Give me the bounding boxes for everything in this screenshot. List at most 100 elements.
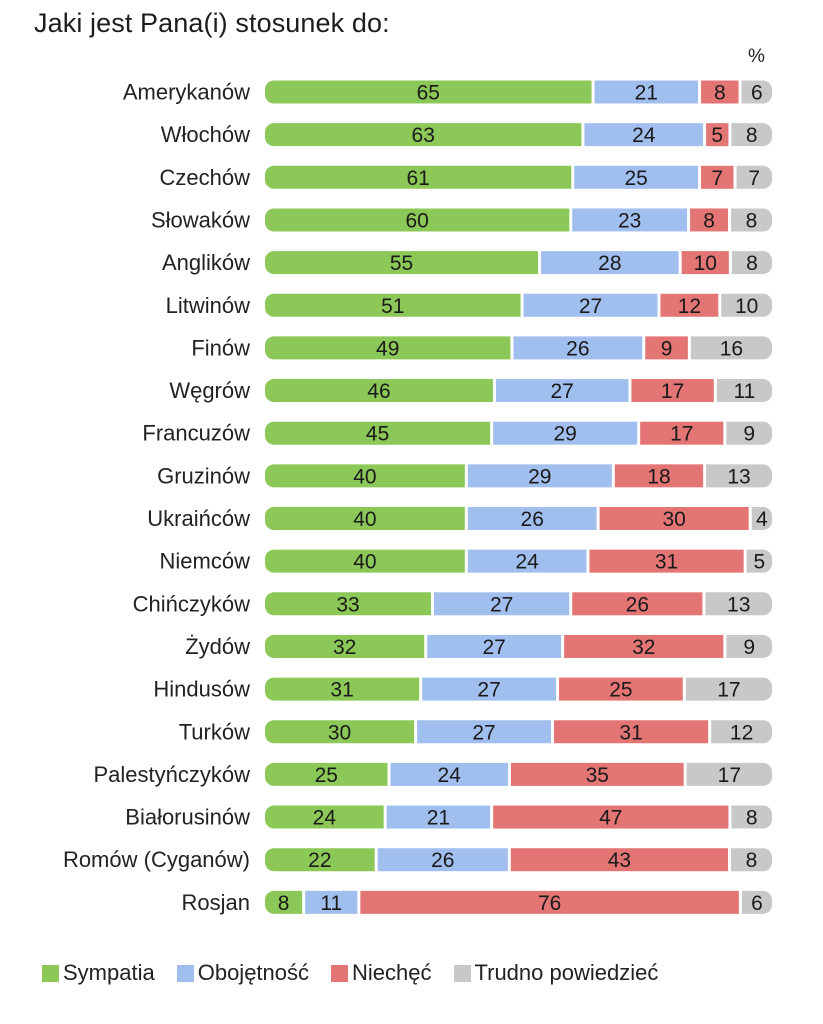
- data-label: 26: [566, 337, 589, 360]
- bar-segment-niechec: [706, 123, 729, 147]
- bar-segment-obojetnosc: [386, 805, 491, 829]
- data-label: 9: [743, 423, 755, 446]
- data-label: 25: [315, 764, 338, 787]
- data-label: 43: [608, 849, 631, 872]
- bar-segment-niechec: [660, 293, 719, 317]
- data-label: 40: [353, 551, 376, 574]
- category-label: Amerykanów: [123, 80, 250, 105]
- bar-segment-obojetnosc: [377, 848, 508, 872]
- bar-segment-niechec: [701, 165, 734, 189]
- data-label: 13: [727, 593, 750, 616]
- category-label: Czechów: [160, 165, 251, 190]
- data-label: 8: [746, 807, 758, 830]
- bar-segment-trudno-powiedziec: [721, 293, 772, 317]
- legend-item-sympatia: Sympatia: [42, 960, 155, 986]
- bar-segment-sympatia: [265, 336, 511, 360]
- bar-segment-sympatia: [265, 208, 570, 232]
- data-label: 26: [431, 849, 454, 872]
- data-label: 9: [661, 337, 673, 360]
- category-label: Litwinów: [166, 293, 250, 318]
- unit-label: %: [748, 46, 765, 67]
- bar-segment-sympatia: [265, 464, 465, 488]
- data-label: 7: [711, 167, 723, 190]
- category-label: Romów (Cyganów): [63, 847, 250, 872]
- data-label: 4: [756, 508, 768, 531]
- bar-segment-trudno-powiedziec: [731, 848, 772, 872]
- bar-segment-obojetnosc: [493, 421, 638, 445]
- data-label: 8: [746, 124, 758, 147]
- bar-segment-sympatia: [265, 507, 465, 530]
- bar-segment-sympatia: [265, 379, 493, 403]
- data-label: 29: [528, 465, 551, 488]
- category-label: Anglików: [162, 250, 250, 275]
- category-label: Hindusów: [153, 677, 250, 702]
- data-label: 12: [678, 295, 701, 318]
- data-label: 8: [278, 892, 290, 915]
- bar-segment-trudno-powiedziec: [731, 123, 772, 147]
- data-label: 49: [376, 337, 399, 360]
- bar-segment-sympatia: [265, 80, 592, 104]
- bar-segment-obojetnosc: [541, 251, 679, 275]
- data-label: 40: [353, 508, 376, 531]
- bar-segment-sympatia: [265, 634, 425, 658]
- bar-segment-sympatia: [265, 123, 582, 147]
- data-label: 45: [366, 423, 389, 446]
- bar-segment-trudno-powiedziec: [726, 421, 772, 445]
- data-label: 5: [753, 551, 765, 574]
- data-label: 27: [483, 636, 506, 659]
- data-label: 40: [353, 465, 376, 488]
- category-label: Turków: [179, 719, 250, 744]
- data-label: 11: [733, 380, 755, 403]
- data-label: 35: [586, 764, 609, 787]
- category-label: Białorusinów: [125, 805, 250, 830]
- data-label: 51: [381, 295, 404, 318]
- bar-segment-niechec: [631, 379, 714, 403]
- data-label: 12: [730, 721, 753, 744]
- bar-segment-sympatia: [265, 421, 491, 445]
- legend-label: Niechęć: [352, 960, 432, 985]
- bar-segment-obojetnosc: [594, 80, 699, 104]
- category-label: Palestyńczyków: [93, 762, 250, 787]
- category-label: Węgrów: [169, 378, 250, 403]
- legend-label: Sympatia: [63, 960, 155, 985]
- data-label: 31: [655, 551, 678, 574]
- bar-segment-sympatia: [265, 549, 465, 573]
- chart-title: Jaki jest Pana(i) stosunek do:: [34, 8, 390, 38]
- legend-swatch: [176, 964, 194, 982]
- bar-segment-niechec: [559, 677, 683, 701]
- data-label: 28: [598, 252, 621, 275]
- bar-segment-trudno-powiedziec: [705, 592, 772, 616]
- bar-segment-niechec: [510, 762, 684, 786]
- bar-segment-obojetnosc: [584, 123, 704, 147]
- data-label: 61: [406, 167, 429, 190]
- data-label: 24: [313, 807, 337, 830]
- bar-segment-niechec: [599, 507, 749, 530]
- legend-label: Trudno powiedzieć: [474, 960, 659, 985]
- data-label: 25: [624, 167, 647, 190]
- bar-segment-sympatia: [265, 677, 420, 701]
- data-label: 6: [751, 892, 763, 915]
- bar-segment-obojetnosc: [513, 336, 643, 360]
- data-label: 17: [670, 423, 693, 446]
- data-label: 11: [320, 892, 342, 915]
- data-label: 26: [626, 593, 649, 616]
- bar-segment-niechec: [645, 336, 688, 360]
- category-label: Ukraińców: [147, 506, 250, 531]
- data-label: 31: [330, 679, 353, 702]
- data-label: 65: [417, 82, 440, 105]
- category-label: Rosjan: [182, 890, 250, 915]
- category-label: Gruzinów: [157, 463, 250, 488]
- legend-swatch: [331, 964, 349, 982]
- data-label: 26: [521, 508, 544, 531]
- category-label: Niemców: [160, 549, 251, 574]
- legend-label: Obojętność: [197, 960, 310, 985]
- data-label: 21: [427, 807, 450, 830]
- data-label: 17: [717, 679, 740, 702]
- bar-segment-niechec: [640, 421, 724, 445]
- bar-segment-niechec: [360, 890, 739, 914]
- bar-segment-obojetnosc: [467, 507, 597, 530]
- category-label: Żydów: [185, 634, 250, 659]
- bar-segment-niechec: [701, 80, 739, 104]
- bar-segment-niechec: [510, 848, 729, 872]
